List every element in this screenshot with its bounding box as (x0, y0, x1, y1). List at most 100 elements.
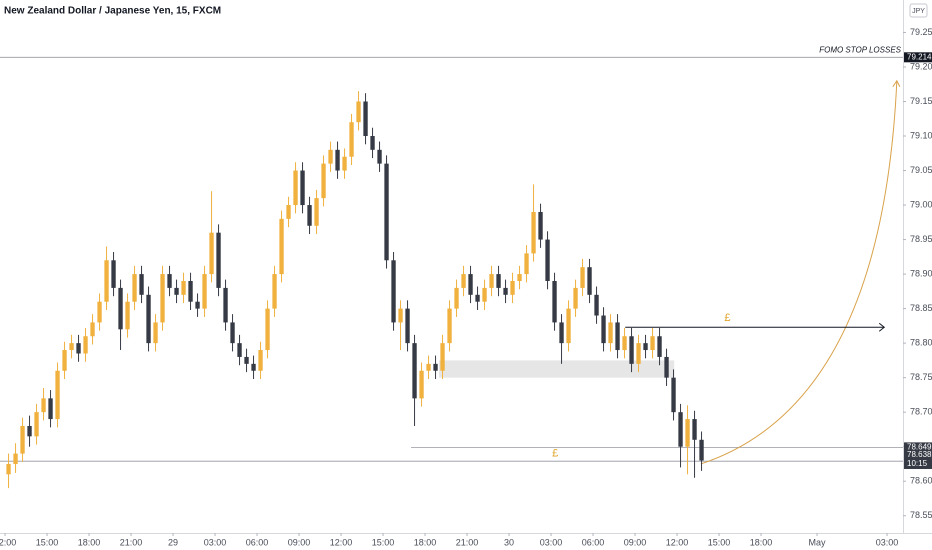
price-tag (904, 52, 932, 63)
candle-body (678, 412, 683, 447)
h-line-text: FOMO STOP LOSSES (819, 45, 901, 54)
candle-body (188, 280, 193, 302)
candle-body (62, 350, 67, 371)
candle-body (517, 274, 522, 281)
candle-body (97, 301, 102, 323)
countdown: 10:15 (907, 459, 928, 468)
price-tag-label: 78.638 (907, 450, 932, 459)
zone (439, 360, 675, 378)
candle-body (538, 211, 543, 240)
y-tick-label: 79.250 (910, 27, 932, 37)
x-tick-label: 21:00 (456, 537, 479, 547)
candle-body (552, 280, 557, 323)
x-tick-label: 06:00 (246, 537, 269, 547)
candle-body (314, 198, 319, 226)
y-tick-label: 79.150 (910, 96, 932, 106)
y-tick-label: 78.850 (910, 303, 932, 313)
x-tick-label: 18:00 (78, 537, 101, 547)
candle-body (132, 274, 137, 302)
candle-body (6, 463, 11, 475)
x-tick-label: 12:00 (0, 537, 16, 547)
candle-body (69, 343, 74, 351)
candle-body (573, 287, 578, 309)
candle-body (27, 425, 32, 437)
candle-body (125, 301, 130, 330)
candle-body (230, 322, 235, 344)
x-tick-label: 03:00 (540, 537, 563, 547)
candle-body (468, 274, 473, 295)
candle-body (643, 343, 648, 351)
candle-body (503, 287, 508, 295)
candle-body (412, 343, 417, 399)
y-tick-label: 78.950 (910, 234, 932, 244)
candle-body (118, 287, 123, 330)
y-tick-label: 79.100 (910, 130, 932, 140)
x-tick-label: 15:00 (36, 537, 59, 547)
candle-body (629, 336, 634, 364)
candle-body (482, 287, 487, 302)
candle-body (300, 170, 305, 206)
candle-body (664, 356, 669, 378)
candle-body (685, 419, 690, 447)
x-tick-label: 15:00 (372, 537, 395, 547)
candle-body (286, 205, 291, 219)
candle-body (174, 287, 179, 295)
candle-body (363, 101, 368, 137)
candle-body (356, 101, 361, 123)
candle-body (153, 322, 158, 344)
candle-body (293, 170, 298, 206)
candle-body (622, 336, 627, 351)
candle-body (461, 274, 466, 288)
candle-body (671, 377, 676, 413)
candle-body (258, 350, 263, 371)
candle-body (587, 267, 592, 295)
candle-body (251, 363, 256, 371)
candle-body (20, 425, 25, 454)
candle-body (181, 280, 186, 295)
candle-body (237, 343, 242, 357)
candle-body (146, 294, 151, 344)
candle-body (636, 343, 641, 364)
candle-body (272, 274, 277, 309)
candle-body (496, 274, 501, 288)
candle-body (279, 218, 284, 275)
candle-body (48, 398, 53, 420)
candle-body (111, 260, 116, 288)
x-tick-label: May (809, 537, 827, 547)
candle-body (650, 336, 655, 351)
candle-body (160, 274, 165, 323)
y-tick-label: 78.700 (910, 407, 932, 417)
y-tick-label: 79.000 (910, 199, 932, 209)
x-tick-label: 12:00 (666, 537, 689, 547)
candle-body (307, 205, 312, 226)
x-tick-label: 30 (504, 537, 514, 547)
candle-body (391, 260, 396, 323)
x-tick-label: 09:00 (624, 537, 647, 547)
y-tick-label: 78.900 (910, 268, 932, 278)
y-tick-label: 78.750 (910, 372, 932, 382)
currency-box (909, 3, 928, 18)
price-tag-label: 79.214 (907, 52, 932, 61)
curve-head (892, 79, 901, 88)
candle-body (83, 336, 88, 354)
candle-body (321, 163, 326, 199)
candle-body (342, 156, 347, 171)
candle-body (349, 122, 354, 157)
candle-body (601, 315, 606, 344)
candle-body (580, 267, 585, 288)
candle-body (223, 287, 228, 323)
candle-body (398, 308, 403, 323)
x-tick-label: 03:00 (876, 537, 899, 547)
candle-body (594, 294, 599, 316)
arrow-head (878, 322, 886, 332)
candle-body (447, 308, 452, 344)
candle-body (377, 149, 382, 164)
candle-body (104, 260, 109, 302)
candle-body (566, 308, 571, 344)
candle-body (55, 370, 60, 420)
candle-body (195, 301, 200, 309)
y-tick-label: 79.200 (910, 61, 932, 71)
candle-body (699, 439, 704, 461)
x-tick-label: 09:00 (288, 537, 311, 547)
